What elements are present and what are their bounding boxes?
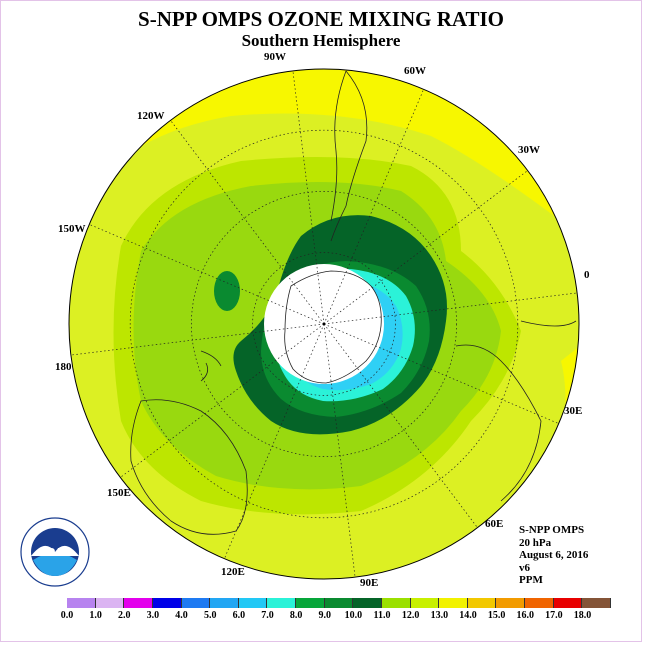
colorbar-tick-label: 2.0 bbox=[118, 610, 131, 621]
meridian-label-0: 0 bbox=[584, 269, 590, 281]
info-instrument: S-NPP OMPS bbox=[519, 524, 585, 536]
latitude-circle bbox=[252, 252, 396, 396]
colorbar bbox=[67, 598, 611, 608]
noaa-logo-text: NOAA bbox=[40, 547, 69, 558]
colorbar-segment bbox=[553, 598, 583, 608]
meridian-line bbox=[323, 323, 478, 528]
colorbar-tick-label: 10.0 bbox=[344, 610, 363, 621]
meridian-line bbox=[323, 170, 528, 325]
colorbar-segment bbox=[267, 598, 296, 608]
meridian-line bbox=[323, 323, 559, 424]
colorbar-segment bbox=[496, 598, 525, 608]
polar-map bbox=[68, 68, 580, 580]
meridian-line bbox=[224, 323, 325, 559]
colorbar-tick-label: 7.0 bbox=[261, 610, 274, 621]
colorbar-tick-label: 1.0 bbox=[89, 610, 102, 621]
meridian-line bbox=[120, 323, 325, 478]
colorbar-tick-label: 4.0 bbox=[175, 610, 188, 621]
colorbar-segment bbox=[525, 598, 554, 608]
colorbar-tick-label: 5.0 bbox=[203, 610, 217, 621]
pole-marker bbox=[322, 322, 326, 326]
coastline-south-america bbox=[330, 70, 368, 242]
colorbar-segment bbox=[67, 598, 96, 608]
meridian-label-180: 180 bbox=[55, 361, 72, 373]
colorbar-segment bbox=[181, 598, 211, 608]
colorbar-tick-label: 6.0 bbox=[232, 610, 246, 621]
meridian-label-30w: 30W bbox=[518, 144, 540, 156]
info-unit: PPM bbox=[519, 574, 543, 586]
meridian-label-30e: 30E bbox=[564, 405, 583, 417]
latitude-circle bbox=[191, 191, 457, 457]
info-level: 20 hPa bbox=[519, 536, 552, 549]
meridian-line bbox=[70, 323, 325, 356]
latitude-circle bbox=[129, 129, 519, 519]
colorbar-segment bbox=[582, 598, 611, 608]
colorbar-segment bbox=[467, 598, 497, 608]
colorbar-segment bbox=[410, 598, 440, 608]
meridian-label-150e: 150E bbox=[107, 487, 131, 499]
meridian-line bbox=[292, 70, 325, 325]
meridian-label-150w: 150W bbox=[58, 223, 86, 235]
colorbar-tick-label: 12.0 bbox=[401, 610, 420, 621]
colorbar-tick-label: 0.0 bbox=[60, 610, 74, 621]
noaa-logo: NOAA bbox=[19, 516, 91, 593]
colorbar-tick-label: 14.0 bbox=[459, 610, 477, 621]
colorbar-segment bbox=[238, 598, 268, 608]
colorbar-segment bbox=[95, 598, 125, 608]
colorbar-tick-label: 9.0 bbox=[318, 610, 332, 621]
colorbar-segment bbox=[381, 598, 411, 608]
colorbar-segment bbox=[296, 598, 325, 608]
meridian-line bbox=[323, 89, 424, 325]
map-boundary bbox=[68, 68, 580, 580]
meridian-label-120w: 120W bbox=[137, 110, 165, 122]
colorbar-tick-label: 8.0 bbox=[289, 610, 303, 621]
colorbar-tick-label: 18.0 bbox=[573, 610, 592, 621]
info-block: S-NPP OMPS 20 hPa August 6, 2016 v6 PPM bbox=[519, 524, 588, 587]
colorbar-segment bbox=[152, 598, 182, 608]
meridian-label-60w: 60W bbox=[404, 65, 426, 77]
colorbar-tick-label: 3.0 bbox=[146, 610, 160, 621]
colorbar-segment bbox=[353, 598, 382, 608]
graticule bbox=[70, 70, 578, 578]
meridian-line bbox=[89, 224, 325, 325]
coastline-antarctica bbox=[284, 270, 382, 384]
colorbar-tick-label: 13.0 bbox=[430, 610, 449, 621]
info-date: August 6, 2016 bbox=[519, 549, 589, 561]
colorbar-segment bbox=[124, 598, 153, 608]
colorbar-tick-label: 11.0 bbox=[373, 610, 391, 621]
meridian-label-90w: 90W bbox=[264, 51, 286, 63]
meridian-line bbox=[323, 323, 356, 578]
colorbar-tick-label: 17.0 bbox=[545, 610, 563, 621]
colorbar-segment bbox=[210, 598, 239, 608]
colorbar-tick-label: 15.0 bbox=[487, 610, 506, 621]
info-version: v6 bbox=[519, 561, 530, 574]
ozone-patch-west bbox=[214, 271, 240, 311]
meridian-line bbox=[170, 120, 325, 325]
meridian-label-90e: 90E bbox=[360, 577, 379, 589]
map-title: S-NPP OMPS OZONE MIXING RATIO bbox=[138, 7, 504, 31]
meridian-label-120e: 120E bbox=[221, 566, 245, 578]
map-subtitle: Southern Hemisphere bbox=[241, 31, 401, 50]
colorbar-ticks: 0.0 1.0 2.0 3.0 4.0 5.0 6.0 7.0 8.0 9.0 10.0 11.0 12… bbox=[51, 610, 611, 624]
coastline-africa bbox=[455, 320, 577, 502]
colorbar-tick-label: 16.0 bbox=[516, 610, 534, 621]
colorbar-segment bbox=[324, 598, 354, 608]
coastline-new-zealand bbox=[200, 350, 222, 382]
meridian-line bbox=[323, 292, 578, 325]
colorbar-segment bbox=[439, 598, 468, 608]
meridian-label-60e: 60E bbox=[485, 518, 504, 530]
